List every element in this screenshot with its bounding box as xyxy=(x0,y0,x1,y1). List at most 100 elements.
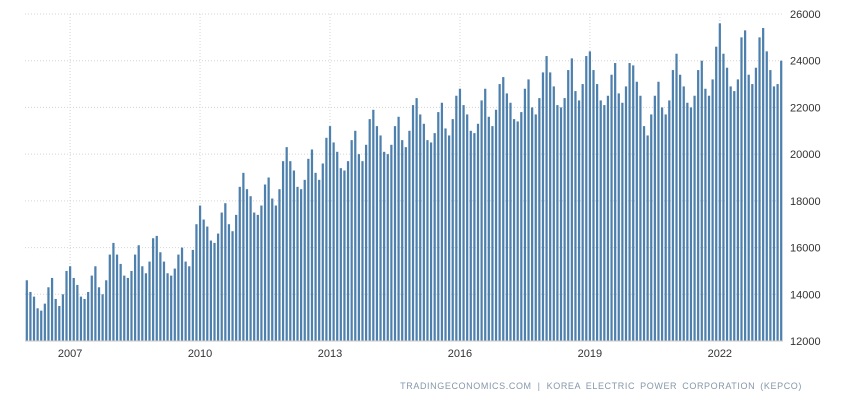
bar[interactable] xyxy=(97,287,101,341)
bar[interactable] xyxy=(556,105,559,341)
bar[interactable] xyxy=(689,107,693,342)
bar[interactable] xyxy=(415,98,418,341)
bar[interactable] xyxy=(429,142,433,341)
bar[interactable] xyxy=(379,135,382,341)
bar[interactable] xyxy=(173,268,176,341)
bar[interactable] xyxy=(595,84,599,341)
bar[interactable] xyxy=(588,51,592,342)
bar[interactable] xyxy=(256,214,259,341)
bar[interactable] xyxy=(437,112,440,341)
bar[interactable] xyxy=(769,70,772,341)
bar[interactable] xyxy=(271,198,274,341)
bar[interactable] xyxy=(61,294,65,341)
bar[interactable] xyxy=(491,126,494,341)
bar[interactable] xyxy=(494,109,498,341)
bar[interactable] xyxy=(502,77,505,341)
bar[interactable] xyxy=(711,79,714,342)
bar[interactable] xyxy=(487,116,490,342)
bar[interactable] xyxy=(675,53,678,342)
bar[interactable] xyxy=(765,51,768,342)
bar[interactable] xyxy=(213,242,216,341)
bar[interactable] xyxy=(725,67,729,341)
bar[interactable] xyxy=(296,186,299,341)
bar[interactable] xyxy=(361,161,364,341)
bar[interactable] xyxy=(480,100,483,341)
bar[interactable] xyxy=(657,81,660,342)
bar[interactable] xyxy=(733,91,736,341)
bar[interactable] xyxy=(231,231,234,341)
bar[interactable] xyxy=(606,95,610,341)
bar[interactable] xyxy=(664,114,667,341)
bar[interactable] xyxy=(729,86,732,341)
bar[interactable] xyxy=(776,84,779,341)
bar[interactable] xyxy=(90,275,93,341)
bar[interactable] xyxy=(762,28,765,341)
bar[interactable] xyxy=(650,114,653,341)
bar[interactable] xyxy=(375,126,379,341)
bar[interactable] xyxy=(401,140,404,341)
bar[interactable] xyxy=(780,60,783,342)
bar[interactable] xyxy=(563,98,566,341)
bar[interactable] xyxy=(357,154,360,341)
bar[interactable] xyxy=(747,74,750,341)
bar[interactable] xyxy=(47,287,50,341)
bar[interactable] xyxy=(318,179,321,341)
bar[interactable] xyxy=(177,254,180,341)
bar[interactable] xyxy=(451,119,454,341)
bar[interactable] xyxy=(404,147,407,341)
bar[interactable] xyxy=(697,70,700,341)
bar[interactable] xyxy=(574,91,577,341)
bar[interactable] xyxy=(32,296,36,341)
bar[interactable] xyxy=(538,98,541,341)
bar[interactable] xyxy=(180,247,184,341)
bar[interactable] xyxy=(448,135,451,341)
bar[interactable] xyxy=(700,60,703,342)
bar[interactable] xyxy=(682,86,685,341)
bar[interactable] xyxy=(577,100,581,341)
bar[interactable] xyxy=(642,126,646,341)
bar[interactable] xyxy=(552,86,555,341)
bar[interactable] xyxy=(383,151,386,341)
bar[interactable] xyxy=(621,102,624,341)
bar[interactable] xyxy=(466,114,469,341)
bar[interactable] xyxy=(433,133,436,341)
bar[interactable] xyxy=(72,277,75,341)
bar[interactable] xyxy=(148,261,151,341)
bar[interactable] xyxy=(624,86,628,341)
bar[interactable] xyxy=(549,72,552,341)
bar[interactable] xyxy=(54,298,57,341)
bar[interactable] xyxy=(411,105,415,341)
bar[interactable] xyxy=(743,30,747,341)
bar[interactable] xyxy=(300,189,303,341)
bar[interactable] xyxy=(43,303,46,341)
bar[interactable] xyxy=(772,86,776,341)
bar[interactable] xyxy=(364,144,368,341)
bar[interactable] xyxy=(285,147,288,341)
bar[interactable] xyxy=(473,133,476,341)
bar[interactable] xyxy=(559,107,563,342)
bar[interactable] xyxy=(108,254,111,341)
bar[interactable] xyxy=(722,53,725,342)
bar[interactable] xyxy=(679,74,682,341)
bar[interactable] xyxy=(368,119,371,341)
bar[interactable] xyxy=(704,88,707,342)
bar[interactable] xyxy=(242,172,245,341)
bar[interactable] xyxy=(188,266,191,341)
bar[interactable] xyxy=(310,149,314,341)
bar[interactable] xyxy=(653,95,656,341)
bar[interactable] xyxy=(126,277,129,341)
bar[interactable] xyxy=(289,161,292,341)
bar[interactable] xyxy=(325,137,328,341)
bar[interactable] xyxy=(119,263,122,341)
bar[interactable] xyxy=(260,205,263,341)
bar[interactable] xyxy=(123,275,126,341)
bar[interactable] xyxy=(69,266,72,341)
bar[interactable] xyxy=(278,189,281,341)
bar[interactable] xyxy=(693,95,696,341)
bar[interactable] xyxy=(635,81,638,342)
bar[interactable] xyxy=(603,105,606,341)
bar[interactable] xyxy=(632,65,635,341)
bar[interactable] xyxy=(505,93,508,341)
bar[interactable] xyxy=(292,170,296,341)
bar[interactable] xyxy=(191,249,194,341)
